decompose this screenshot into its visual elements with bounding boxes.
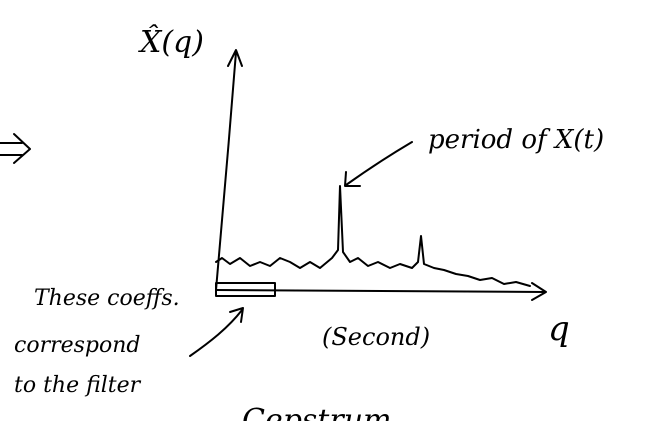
filter-annotation-line: These coeffs. [34, 286, 180, 311]
diagram: X̂(q) q (Second) period of X(t) These co… [0, 0, 669, 421]
x-axis-label: q [548, 309, 570, 349]
peak-annotation: period of X(t) [428, 125, 604, 155]
filter-annotation-line: correspond [14, 333, 141, 358]
caption: Cepstrum [242, 403, 391, 421]
x-unit-label: (Second) [322, 323, 430, 351]
filter-annotation-line: to the filter [14, 373, 142, 398]
y-axis-label: X̂(q) [138, 25, 204, 60]
